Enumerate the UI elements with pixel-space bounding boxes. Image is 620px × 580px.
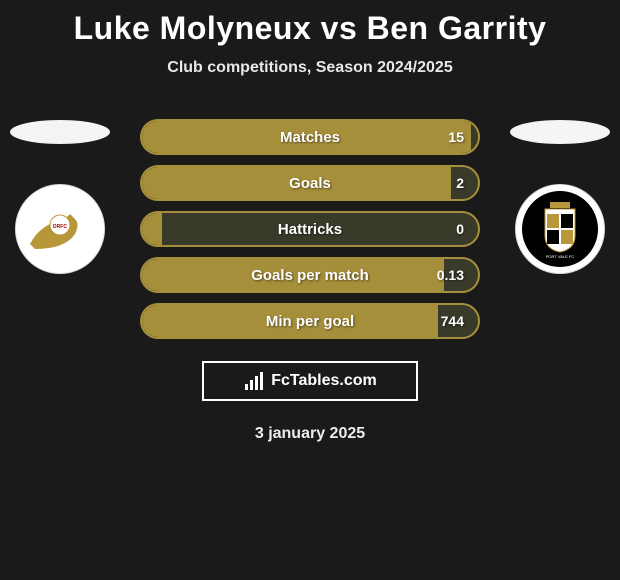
stat-label: Goals [289,175,331,192]
brand-label: FcTables.com [271,372,377,390]
left-crest-icon: DRFC [15,184,105,274]
date-label: 3 january 2025 [0,425,620,443]
right-flag-icon [510,120,610,144]
right-crest-icon: PORT VALE FC [515,184,605,274]
stat-label: Min per goal [266,313,354,330]
stat-fill [142,213,162,245]
stat-value: 744 [441,313,464,329]
stat-value: 0 [456,221,464,237]
stat-label: Matches [280,129,340,146]
stat-row: Goals 2 [140,165,480,201]
stat-row: Min per goal 744 [140,303,480,339]
svg-text:DRFC: DRFC [53,224,67,230]
stat-label: Hattricks [278,221,342,238]
left-team-badge: DRFC [10,120,110,270]
brand-box[interactable]: FcTables.com [202,361,418,401]
stats-container: Matches 15 Goals 2 Hattricks 0 Goals per match… [140,119,480,339]
chart-icon [243,370,265,392]
svg-text:PORT VALE FC: PORT VALE FC [546,254,575,259]
stat-row: Goals per match 0.13 [140,257,480,293]
stat-value: 15 [448,129,464,145]
stat-row: Hattricks 0 [140,211,480,247]
stat-row: Matches 15 [140,119,480,155]
right-team-badge: PORT VALE FC [510,120,610,270]
subtitle: Club competitions, Season 2024/2025 [0,59,620,77]
stat-value: 0.13 [437,267,464,283]
portvale-crest-icon: PORT VALE FC [525,194,595,264]
left-flag-icon [10,120,110,144]
page-title: Luke Molyneux vs Ben Garrity [0,0,620,47]
stat-value: 2 [456,175,464,191]
doncaster-crest-icon: DRFC [20,189,100,269]
stat-label: Goals per match [251,267,369,284]
